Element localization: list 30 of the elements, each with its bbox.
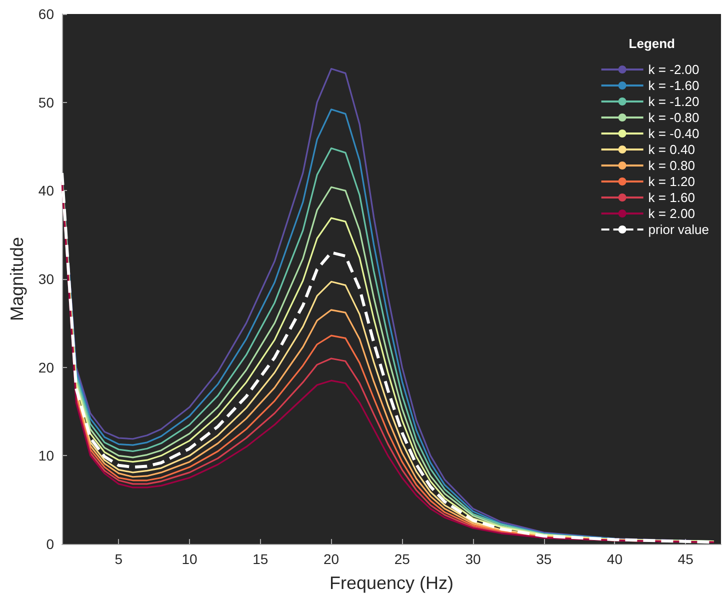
legend-label: prior value [648,222,710,237]
legend-label: k = -0.40 [648,126,700,141]
x-tick-label: 15 [252,551,268,567]
y-tick-label: 40 [38,182,54,199]
y-tick-label: 10 [38,448,54,464]
legend-label: k = -0.80 [648,110,700,125]
x-tick-label: 10 [182,551,198,567]
y-tick-label: 30 [38,271,54,287]
legend-label: k = -1.20 [648,94,700,109]
x-tick-label: 40 [606,551,623,567]
legend-label: k = 1.60 [648,190,695,205]
x-tick-label: 20 [323,551,340,567]
y-tick-label: 20 [38,359,54,376]
legend-label: k = -2.00 [648,62,700,77]
legend-label: k = 1.20 [648,174,695,189]
y-tick-label: 50 [38,94,54,110]
legend-label: k = -1.60 [648,78,700,93]
x-tick-label: 35 [536,551,552,567]
y-tick-label: 0 [46,536,54,552]
x-tick-label: 25 [394,551,410,567]
legend-label: k = 2.00 [648,206,695,221]
legend-label: k = 0.40 [648,142,695,157]
y-axis-title: Magnitude [7,236,27,322]
x-tick-label: 45 [678,551,694,567]
y-tick-label: 60 [38,6,54,22]
x-axis-title: Frequency (Hz) [329,573,454,593]
legend-title: Legend [628,36,676,51]
legend-label: k = 0.80 [648,158,695,173]
x-tick-label: 30 [465,551,481,567]
x-tick-label: 5 [114,551,123,567]
